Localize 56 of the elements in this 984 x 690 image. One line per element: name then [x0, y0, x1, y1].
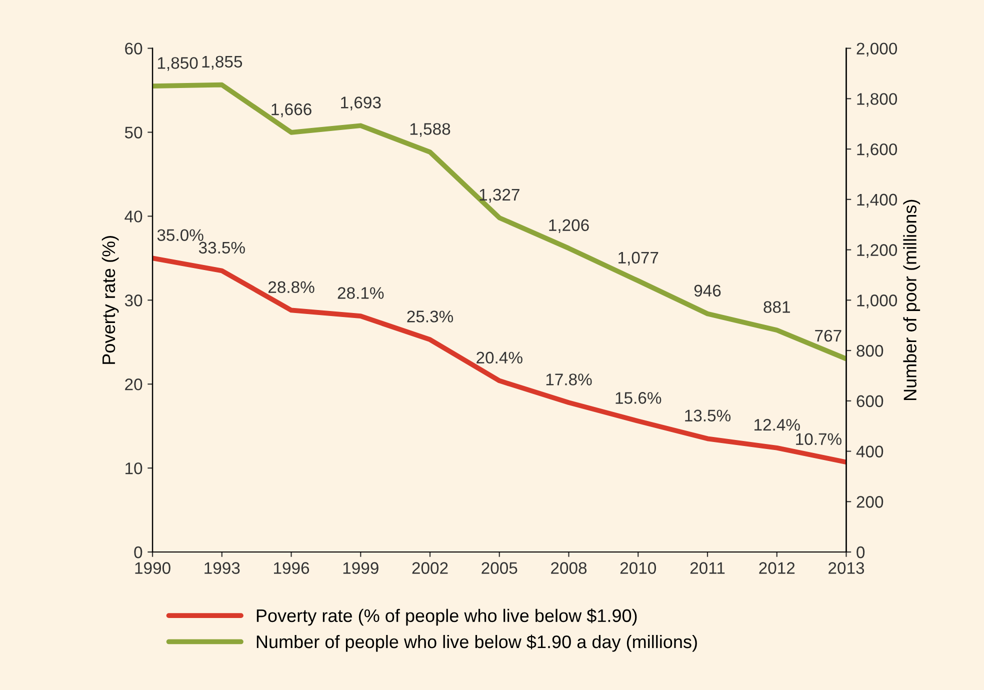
y-axis-title: Poverty rate (%) [102, 236, 119, 364]
x-tick-label: 1990 [135, 562, 170, 574]
data-label: 1,327 [480, 188, 520, 203]
y2-tick-label: 800 [856, 344, 884, 357]
y2-tick-label: 1,000 [857, 294, 898, 308]
data-label: 1,666 [272, 103, 312, 118]
y-tick-label: 10 [126, 462, 142, 474]
x-tick-label: 2010 [620, 562, 656, 574]
data-label: 1,693 [341, 96, 381, 110]
y2-tick-label: 400 [856, 446, 884, 458]
data-label: 1,206 [549, 219, 589, 234]
x-tick-label: 2005 [482, 562, 518, 574]
data-label: 20.4% [476, 352, 522, 364]
data-label: 17.8% [546, 374, 592, 386]
data-label: 1,855 [202, 56, 242, 70]
data-label: 10.7% [796, 433, 842, 445]
x-tick-label: 2008 [551, 562, 587, 574]
x-tick-label: 2013 [828, 562, 864, 574]
data-label: 15.6% [616, 392, 662, 404]
data-label: 13.5% [685, 410, 731, 422]
y2-tick-label: 200 [856, 496, 884, 508]
data-label: 12.4% [754, 418, 800, 431]
y2-tick-label: 0 [856, 546, 865, 558]
y-tick-label: 40 [124, 210, 142, 222]
data-label: 767 [815, 330, 842, 342]
y-tick-label: 20 [125, 378, 142, 390]
data-label: 946 [694, 284, 721, 297]
y2-tick-label: 1,600 [857, 143, 898, 158]
data-label: 28.1% [338, 287, 384, 299]
legend-label: Number of people who live below $1.90 a day (millions) [256, 634, 697, 652]
y2-tick-label: 600 [856, 395, 884, 408]
y2-tick-label: 1,800 [857, 93, 898, 107]
line-series [152, 82, 846, 362]
y-tick-label: 30 [124, 294, 142, 306]
y-tick-label: 0 [134, 546, 142, 558]
x-tick-label: 2012 [759, 562, 795, 574]
data-label: 1,850 [158, 57, 198, 71]
data-label: 881 [764, 301, 790, 313]
data-label: 28.8% [268, 281, 314, 294]
data-label: 33.5% [198, 242, 245, 254]
x-tick-label: 2011 [690, 562, 725, 574]
x-tick-label: 1999 [343, 562, 378, 574]
y2-axis-title: Number of poor (millions) [903, 200, 920, 400]
y2-tick-label: 2,000 [856, 42, 898, 56]
data-label: 1,588 [410, 123, 450, 137]
x-tick-label: 1996 [274, 562, 310, 574]
y2-tick-label: 1,200 [857, 244, 898, 258]
x-tick-label: 1993 [204, 562, 240, 574]
y2-tick-label: 1,400 [857, 194, 898, 208]
legend-label: Poverty rate (% of people who live below $1.90) [256, 608, 637, 626]
x-tick-label: 2002 [412, 562, 448, 574]
data-label: 25.3% [407, 310, 454, 322]
data-label: 1,077 [618, 252, 658, 266]
data-label: 35.0% [157, 229, 204, 241]
y-tick-label: 60 [125, 42, 142, 55]
y-tick-label: 50 [124, 126, 142, 138]
